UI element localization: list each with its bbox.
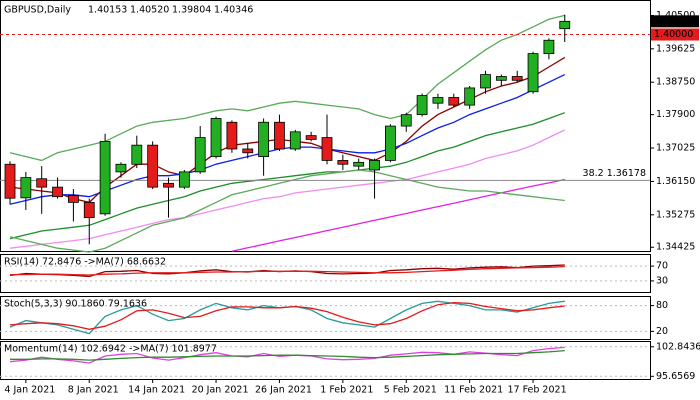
main-panel — [0, 0, 651, 252]
y-tick-label: 1.37025 — [656, 143, 695, 154]
x-tick-label: 5 Feb 2021 — [384, 385, 437, 396]
x-tick-label: 26 Jan 2021 — [255, 385, 312, 396]
candle-body — [20, 177, 32, 199]
candle-body — [305, 135, 317, 140]
y-tick-label: 95.6569 — [656, 371, 695, 382]
y-tick-label: 1.35275 — [656, 209, 695, 220]
y-tick-label: 80 — [656, 300, 668, 311]
header-value: 1.40153 — [88, 5, 127, 16]
candle-body — [480, 74, 491, 89]
candle-body — [369, 160, 380, 171]
y-tick-label: 102.8436 — [656, 341, 700, 352]
x-tick-label: 8 Jan 2021 — [68, 385, 119, 396]
x-tick-label: 4 Jan 2021 — [4, 385, 55, 396]
x-tick-label: 11 Feb 2021 — [444, 385, 503, 396]
candle-body — [448, 97, 460, 106]
header-value: 1.40520 — [130, 5, 169, 16]
candle-body — [4, 163, 16, 199]
indicator-line — [9, 301, 565, 330]
candle-body — [384, 125, 396, 161]
candle-body — [543, 39, 555, 55]
candle-body — [274, 121, 285, 150]
level-tag: 1.40000 — [654, 29, 693, 40]
y-tick-label: 1.34425 — [656, 242, 695, 253]
candle-body — [337, 160, 349, 165]
candle-body — [400, 114, 412, 127]
candle-body — [226, 121, 238, 150]
candle-body — [131, 144, 143, 165]
candle-body — [511, 76, 523, 81]
header-value: 1.40346 — [214, 5, 253, 16]
x-tick-label: 1 Feb 2021 — [320, 385, 373, 396]
candle-body — [242, 148, 254, 154]
candle-body — [416, 95, 428, 116]
candle-body — [52, 186, 63, 198]
candle-body — [464, 87, 476, 106]
candle-body — [178, 171, 190, 188]
candle-body — [163, 182, 174, 188]
indicator-line — [231, 178, 565, 252]
y-tick-label: 20 — [656, 326, 668, 337]
candle-body — [194, 137, 206, 173]
indicator-title: RSI(14) 72.8476 ->MA(7) 68.6632 — [4, 257, 166, 268]
level-tag-box — [651, 28, 699, 41]
y-tick-label: 70 — [656, 261, 668, 272]
candle-body — [495, 76, 507, 81]
indicator-line — [9, 129, 566, 249]
y-tick-label: 30 — [656, 275, 668, 286]
candle-body — [321, 137, 333, 161]
y-tick-label: 1.37900 — [656, 109, 695, 120]
last-price-tag: 1.40346 — [654, 16, 693, 27]
stoch-panel — [0, 296, 651, 340]
last-price-tag-box — [651, 15, 699, 28]
candle-body — [353, 161, 365, 167]
candle-body — [83, 201, 95, 219]
candle-body — [432, 97, 444, 104]
candle-body — [210, 118, 222, 158]
rsi-panel — [0, 254, 651, 293]
candle-body — [527, 53, 539, 93]
candle-body — [147, 144, 159, 188]
candle-body — [559, 20, 571, 30]
header-value: 1.39804 — [172, 5, 211, 16]
indicator-title: Momentum(14) 102.6942 ->MA(7) 101.8977 — [4, 344, 217, 355]
indicator-line — [10, 349, 565, 361]
momentum-panel — [0, 341, 651, 380]
candle-body — [258, 121, 270, 158]
indicator-title: Stoch(5,3,3) 90.1860 79.1636 — [4, 299, 147, 310]
candle-body — [36, 178, 48, 188]
candle-body — [115, 163, 127, 173]
candle-body — [68, 195, 79, 203]
indicator-line — [10, 265, 565, 276]
fibo-label: 38.2 1.36178 — [583, 168, 646, 179]
y-tick-label: 1.36150 — [656, 176, 695, 187]
candle-body — [99, 140, 111, 215]
candle-body — [289, 131, 301, 150]
x-tick-label: 20 Jan 2021 — [192, 385, 249, 396]
indicator-line — [9, 169, 565, 253]
y-tick-label: 1.39625 — [656, 43, 695, 54]
y-tick-label: 1.38750 — [656, 77, 695, 88]
indicator-line — [9, 112, 566, 240]
chart-title: GBPUSD,Daily — [4, 5, 71, 16]
x-tick-label: 14 Jan 2021 — [128, 385, 185, 396]
x-tick-label: 17 Feb 2021 — [507, 385, 566, 396]
